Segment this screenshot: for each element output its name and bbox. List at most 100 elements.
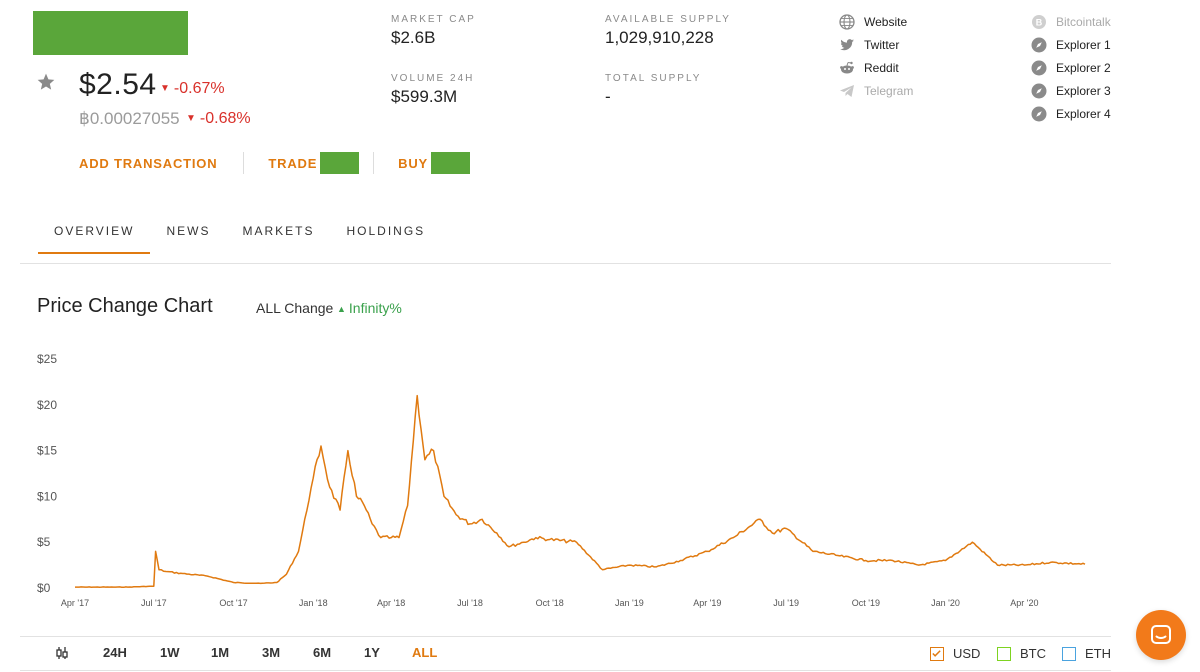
x-tick-label: Apr '19 <box>693 598 721 608</box>
globe-icon <box>839 14 855 30</box>
all-change-value: ▲ Infinity% <box>337 300 402 316</box>
buy-label: BUY <box>398 155 429 171</box>
legend-usd[interactable]: USD <box>930 646 980 661</box>
twitter-label: Twitter <box>864 38 900 52</box>
legend-eth[interactable]: ETH <box>1062 646 1111 661</box>
chart-title: Price Change Chart <box>37 295 213 317</box>
range-3m[interactable]: 3M <box>262 645 281 660</box>
market-cap-label: MARKET CAP <box>391 14 476 25</box>
explorer-3-link[interactable]: Explorer 3 <box>1031 83 1111 99</box>
x-tick-label: Jan '19 <box>615 598 644 608</box>
legend-eth-label: ETH <box>1085 646 1111 661</box>
explorer-1-label: Explorer 1 <box>1056 38 1111 52</box>
controls-divider-top <box>20 636 1111 637</box>
legend-usd-label: USD <box>953 646 981 661</box>
tab-news[interactable]: NEWS <box>166 224 211 238</box>
compass-icon <box>1031 60 1047 76</box>
trade-button[interactable]: TRADE <box>268 152 360 174</box>
series-line-usd <box>75 394 1086 589</box>
total-supply-value: - <box>605 87 611 106</box>
btc-price: ฿0.00027055 <box>79 109 180 128</box>
compass-icon <box>1031 37 1047 53</box>
all-change-value-text: Infinity% <box>348 300 402 316</box>
x-tick-label: Oct '18 <box>536 598 564 608</box>
explorer-4-label: Explorer 4 <box>1056 107 1111 121</box>
x-tick-label: Jan '18 <box>299 598 328 608</box>
checkbox-empty-icon <box>1062 646 1076 661</box>
btc-change-value: -0.68% <box>199 110 251 127</box>
legend-btc-label: BTC <box>1020 646 1046 661</box>
down-triangle-icon: ▼ <box>186 113 196 124</box>
checkbox-empty-icon <box>997 646 1011 661</box>
down-triangle-icon: ▼ <box>160 83 170 94</box>
y-tick-label: $25 <box>37 352 57 366</box>
coin-logo-redacted <box>33 11 188 55</box>
volume-value: $599.3M <box>391 87 458 106</box>
range-1m[interactable]: 1M <box>211 645 230 660</box>
twitter-icon <box>840 39 854 51</box>
x-tick-label: Oct '17 <box>219 598 247 608</box>
y-tick-label: $5 <box>37 535 51 549</box>
trade-target-redacted <box>320 152 360 174</box>
range-1w[interactable]: 1W <box>160 645 180 660</box>
btc-change: ▼ -0.68% <box>186 110 251 128</box>
explorer-2-label: Explorer 2 <box>1056 61 1111 75</box>
range-1y[interactable]: 1Y <box>364 645 380 660</box>
telegram-icon <box>840 85 854 97</box>
twitter-link[interactable]: Twitter <box>839 37 899 53</box>
y-tick-label: $20 <box>37 398 57 412</box>
tab-overview[interactable]: OVERVIEW <box>38 214 151 254</box>
x-tick-label: Jul '17 <box>141 598 167 608</box>
tab-bar: OVERVIEW NEWS MARKETS HOLDINGS <box>38 214 441 254</box>
checkbox-checked-icon <box>930 646 944 661</box>
available-supply-value: 1,029,910,228 <box>605 28 714 47</box>
explorer-4-link[interactable]: Explorer 4 <box>1031 106 1111 122</box>
bitcointalk-icon: B <box>1032 15 1046 29</box>
website-link[interactable]: Website <box>839 14 907 30</box>
divider <box>243 152 245 174</box>
tab-holdings[interactable]: HOLDINGS <box>346 224 426 238</box>
price-change: ▼ -0.67% <box>160 80 225 98</box>
range-24h[interactable]: 24H <box>103 645 127 660</box>
y-tick-label: $15 <box>37 444 57 458</box>
buy-button[interactable]: BUY <box>398 152 471 174</box>
x-tick-label: Apr '20 <box>1010 598 1038 608</box>
total-supply-label: TOTAL SUPPLY <box>605 73 702 84</box>
reddit-link[interactable]: Reddit <box>839 60 899 76</box>
explorer-3-label: Explorer 3 <box>1056 84 1111 98</box>
explorer-2-link[interactable]: Explorer 2 <box>1031 60 1111 76</box>
chat-icon <box>1151 625 1171 644</box>
reddit-label: Reddit <box>864 61 899 75</box>
chat-button[interactable] <box>1136 610 1186 660</box>
volume-label: VOLUME 24H <box>391 73 475 84</box>
controls-divider-bottom <box>20 670 1111 671</box>
available-supply-label: AVAILABLE SUPPLY <box>605 14 731 25</box>
add-transaction-button[interactable]: ADD TRANSACTION <box>79 156 217 171</box>
price-change-value: -0.67% <box>173 80 225 97</box>
x-tick-label: Jan '20 <box>931 598 960 608</box>
telegram-link[interactable]: Telegram <box>839 83 913 99</box>
candlestick-toggle-icon[interactable] <box>55 646 69 660</box>
range-6m[interactable]: 6M <box>313 645 332 660</box>
website-label: Website <box>864 15 908 29</box>
tab-markets[interactable]: MARKETS <box>242 224 315 238</box>
up-triangle-icon: ▲ <box>337 304 346 314</box>
compass-icon <box>1031 83 1047 99</box>
x-tick-label: Oct '19 <box>852 598 880 608</box>
star-icon[interactable] <box>36 72 56 92</box>
x-tick-label: Apr '18 <box>377 598 405 608</box>
action-bar: ADD TRANSACTION TRADE BUY <box>79 148 471 178</box>
y-tick-label: $0 <box>37 581 51 595</box>
market-cap-value: $2.6B <box>391 28 436 47</box>
buy-target-redacted <box>431 152 471 174</box>
price-chart[interactable]: $0 $5 $10 $15 $20 $25 Apr '17 Jul '17 Oct '17 Jan… <box>0 340 1120 620</box>
compass-icon <box>1031 106 1047 122</box>
bitcointalk-link[interactable]: B Bitcointalk <box>1031 14 1111 30</box>
divider <box>373 152 375 174</box>
y-tick-label: $10 <box>37 489 57 503</box>
range-all[interactable]: ALL <box>412 645 438 660</box>
legend-btc[interactable]: BTC <box>997 646 1046 661</box>
x-tick-label: Apr '17 <box>61 598 89 608</box>
reddit-icon <box>840 61 854 74</box>
explorer-1-link[interactable]: Explorer 1 <box>1031 37 1111 53</box>
